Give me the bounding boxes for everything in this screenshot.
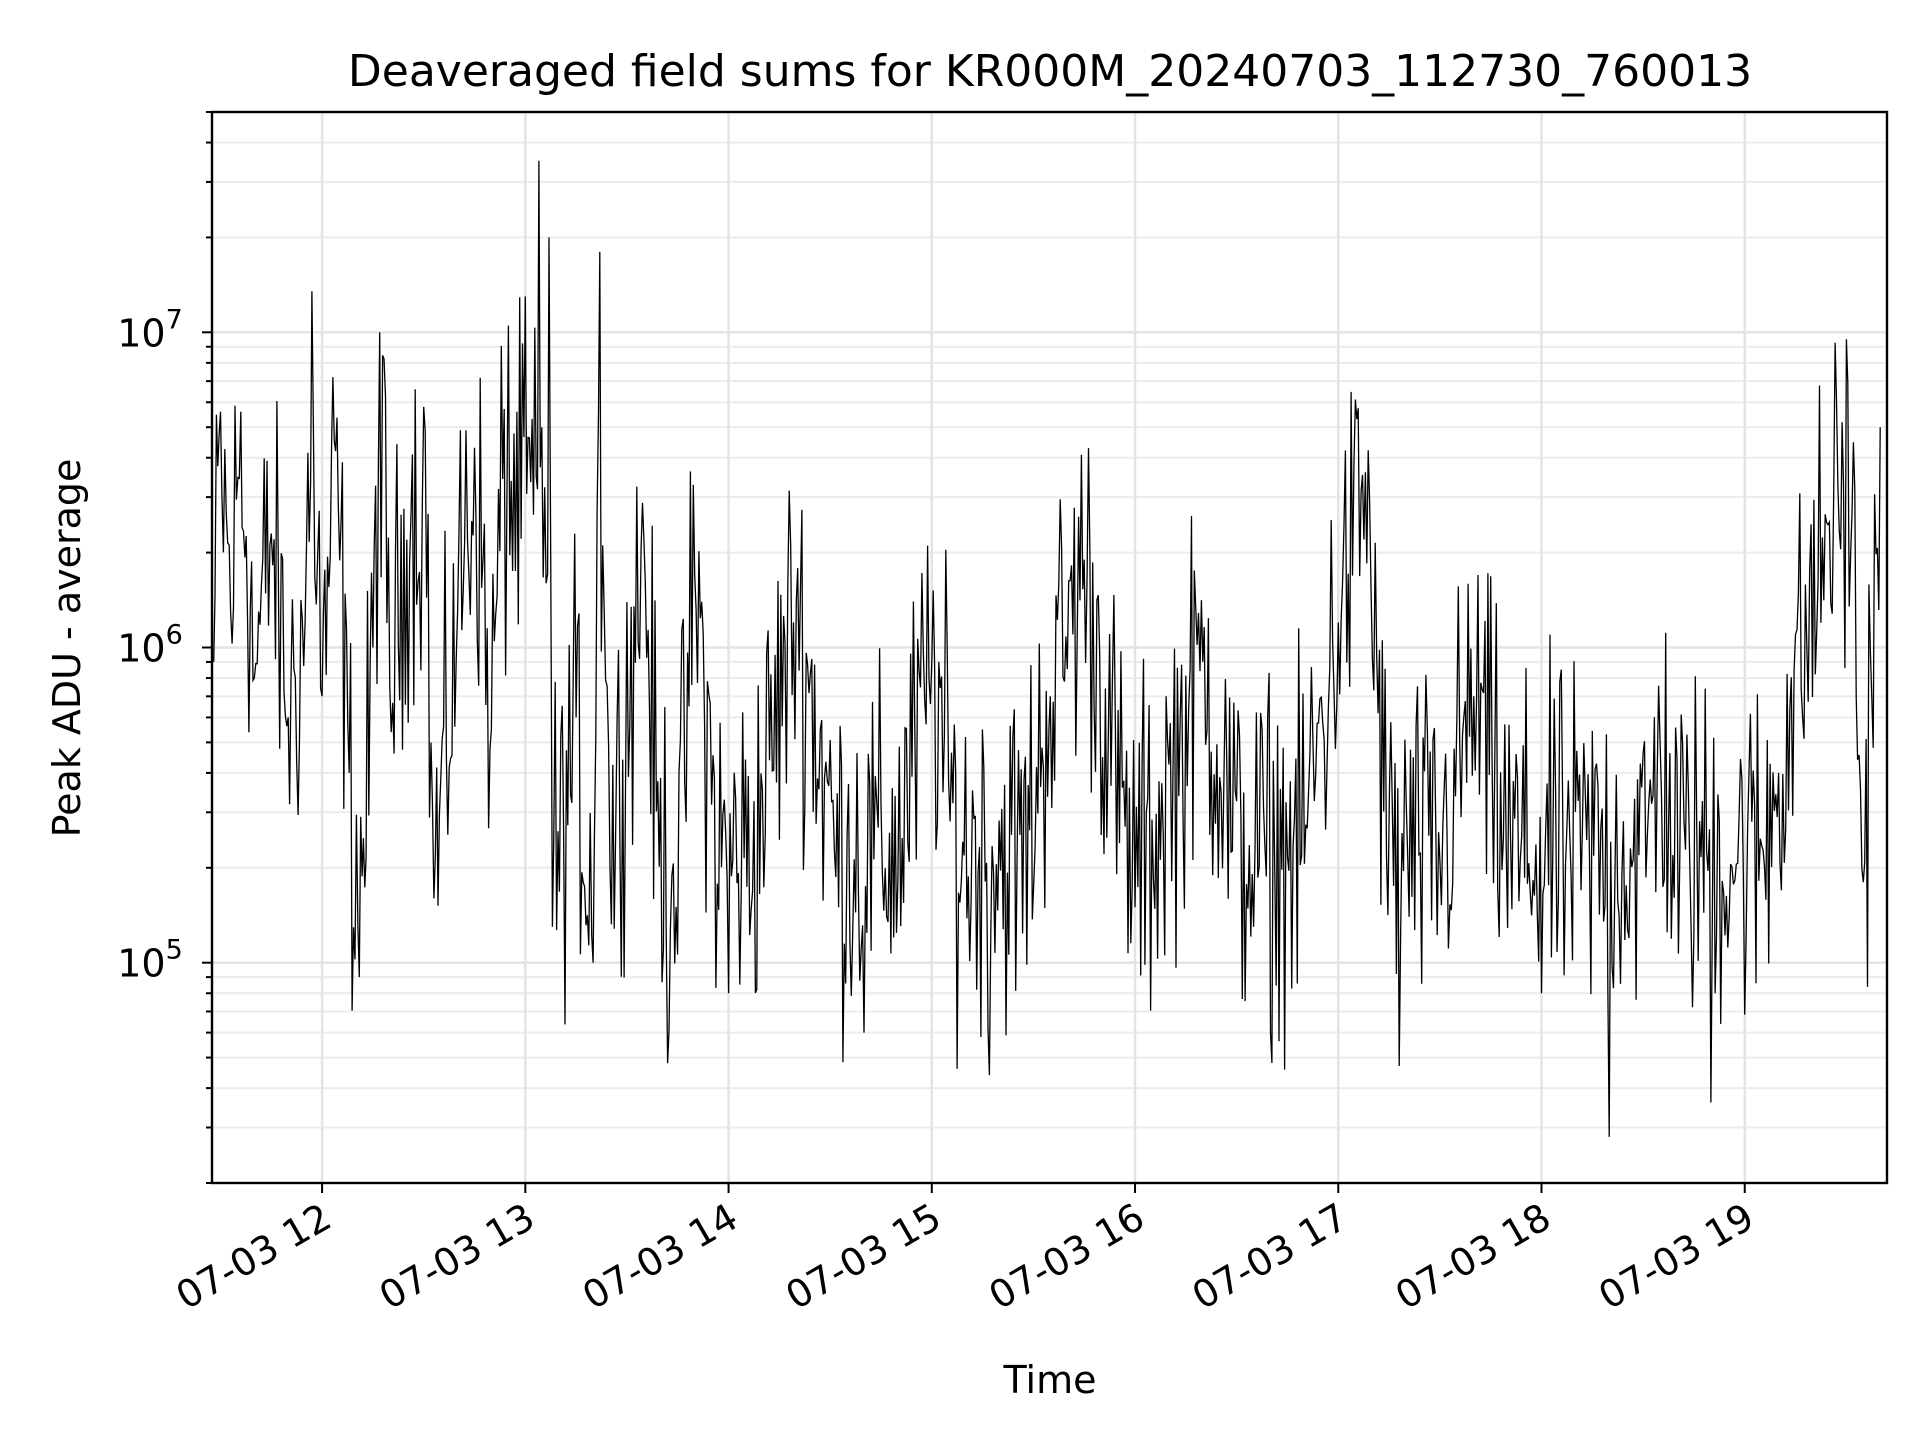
x-tick-label: 07-03 13 <box>372 1195 542 1319</box>
y-tick-label: 105 <box>117 935 183 986</box>
grid-layer <box>212 111 1887 1184</box>
x-tick-label: 07-03 12 <box>169 1195 339 1319</box>
x-tick-label: 07-03 17 <box>1185 1195 1355 1319</box>
y-tick-label: 107 <box>117 304 183 355</box>
x-tick-label: 07-03 19 <box>1591 1195 1761 1319</box>
y-axis-label: Peak ADU - average <box>45 459 89 838</box>
x-tick-label: 07-03 14 <box>575 1195 745 1319</box>
x-axis-label: Time <box>1003 1358 1097 1402</box>
y-tick-label: 106 <box>117 620 183 671</box>
x-tick-label: 07-03 15 <box>778 1195 948 1319</box>
x-tick-label: 07-03 16 <box>982 1195 1152 1319</box>
x-tick-label: 07-03 18 <box>1388 1195 1558 1319</box>
chart-title: Deaveraged field sums for KR000M_2024070… <box>348 46 1752 97</box>
tick-layer: 105 106 107 07-03 12 07-03 13 07-03 14 07-03 1… <box>117 111 1761 1319</box>
series-line <box>213 160 1881 1137</box>
